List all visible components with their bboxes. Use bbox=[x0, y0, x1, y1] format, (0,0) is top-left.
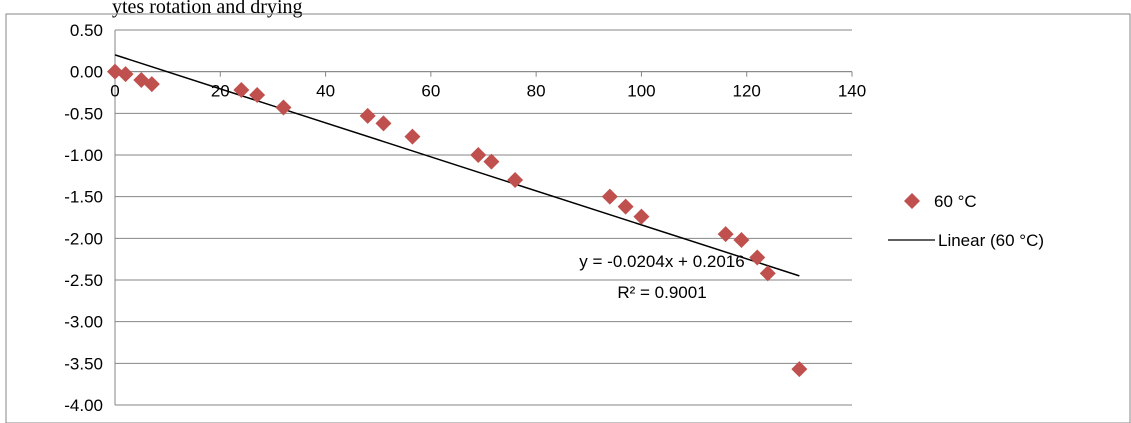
trendline-equation: y = -0.0204x + 0.2016 bbox=[579, 252, 744, 271]
data-point bbox=[507, 172, 524, 188]
x-tick-label: 20 bbox=[211, 82, 230, 101]
y-tick-label: -1.00 bbox=[64, 146, 103, 165]
x-tick-label: 120 bbox=[733, 82, 761, 101]
y-tick-label: 0.00 bbox=[70, 63, 103, 82]
x-tick-label: 80 bbox=[527, 82, 546, 101]
x-tick-label: 140 bbox=[838, 82, 866, 101]
data-point bbox=[233, 82, 250, 98]
data-point bbox=[733, 232, 750, 248]
y-axis-tick-labels: 0.50 0.00 -0.50 -1.00 -1.50 -2.00 -2.50 -3.00 -3… bbox=[64, 21, 103, 415]
data-point bbox=[375, 115, 392, 132]
data-point bbox=[717, 226, 734, 243]
data-point bbox=[633, 208, 650, 225]
data-point bbox=[470, 147, 487, 163]
data-points bbox=[107, 63, 808, 378]
x-axis bbox=[114, 71, 853, 77]
x-tick-label: 40 bbox=[316, 82, 335, 101]
y-tick-label: -2.50 bbox=[64, 271, 103, 290]
data-point bbox=[749, 249, 766, 266]
y-tick-label: -1.50 bbox=[64, 188, 103, 207]
data-point bbox=[759, 265, 776, 282]
y-tick-label: -4.00 bbox=[64, 396, 103, 415]
trendline-linear bbox=[114, 54, 800, 277]
y-tick-label: 0.50 bbox=[70, 21, 103, 40]
data-point bbox=[249, 87, 266, 103]
data-point bbox=[791, 361, 808, 378]
legend: 60 °C Linear (60 °C) bbox=[888, 192, 1044, 250]
data-point bbox=[117, 66, 134, 83]
y-tick-label: -2.00 bbox=[64, 229, 103, 248]
x-axis-tick-labels: 0 20 40 60 80 100 120 140 bbox=[110, 82, 866, 101]
x-tick-label: 60 bbox=[421, 82, 440, 101]
x-tick-label: 0 bbox=[110, 82, 119, 101]
trendline-layer bbox=[114, 54, 800, 277]
data-point bbox=[617, 198, 634, 215]
trendline-r-squared: R² = 0.9001 bbox=[617, 283, 706, 302]
data-point bbox=[107, 63, 123, 80]
data-point bbox=[601, 188, 618, 205]
y-tick-label: -0.50 bbox=[64, 104, 103, 123]
data-point bbox=[483, 153, 500, 170]
data-point bbox=[275, 99, 292, 116]
data-point bbox=[359, 107, 376, 124]
y-tick-label: -3.00 bbox=[64, 313, 103, 332]
legend-label-series: 60 °C bbox=[934, 192, 977, 211]
legend-label-trendline: Linear (60 °C) bbox=[938, 231, 1044, 250]
top-text-fragment: ytes rotation and drying bbox=[112, 0, 303, 18]
data-point bbox=[404, 128, 421, 145]
chart-area-border bbox=[5, 13, 1131, 423]
x-tick-label: 100 bbox=[627, 82, 655, 101]
legend-marker-diamond bbox=[904, 193, 920, 209]
data-point bbox=[143, 76, 160, 93]
y-tick-label: -3.50 bbox=[64, 354, 103, 373]
